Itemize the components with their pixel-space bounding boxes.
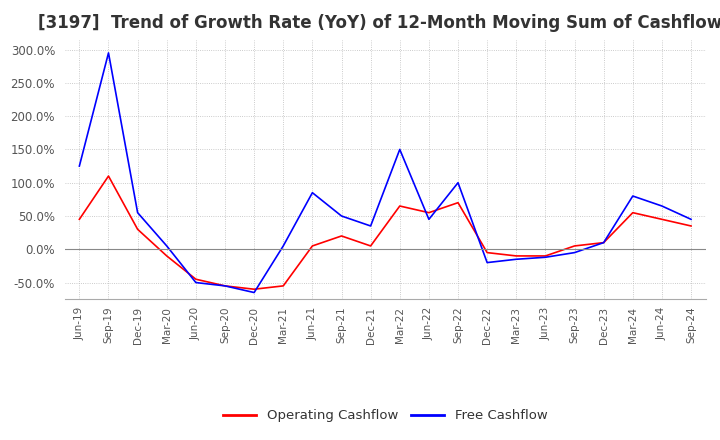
Operating Cashflow bbox=[133, 227, 142, 232]
Operating Cashflow bbox=[308, 243, 317, 249]
Free Cashflow bbox=[629, 194, 637, 199]
Free Cashflow bbox=[133, 210, 142, 215]
Operating Cashflow bbox=[163, 253, 171, 259]
Operating Cashflow bbox=[570, 243, 579, 249]
Free Cashflow bbox=[279, 243, 287, 249]
Operating Cashflow bbox=[337, 233, 346, 238]
Operating Cashflow bbox=[279, 283, 287, 289]
Line: Operating Cashflow: Operating Cashflow bbox=[79, 176, 691, 289]
Legend: Operating Cashflow, Free Cashflow: Operating Cashflow, Free Cashflow bbox=[217, 404, 553, 428]
Free Cashflow bbox=[425, 216, 433, 222]
Operating Cashflow bbox=[220, 283, 229, 289]
Free Cashflow bbox=[599, 240, 608, 245]
Free Cashflow bbox=[657, 203, 666, 209]
Operating Cashflow bbox=[366, 243, 375, 249]
Operating Cashflow bbox=[599, 240, 608, 245]
Free Cashflow bbox=[104, 50, 113, 55]
Operating Cashflow bbox=[541, 253, 550, 259]
Operating Cashflow bbox=[657, 216, 666, 222]
Operating Cashflow bbox=[395, 203, 404, 209]
Free Cashflow bbox=[163, 243, 171, 249]
Free Cashflow bbox=[192, 280, 200, 285]
Free Cashflow bbox=[250, 290, 258, 295]
Operating Cashflow bbox=[192, 277, 200, 282]
Free Cashflow bbox=[337, 213, 346, 219]
Free Cashflow bbox=[512, 257, 521, 262]
Operating Cashflow bbox=[454, 200, 462, 205]
Operating Cashflow bbox=[512, 253, 521, 259]
Title: [3197]  Trend of Growth Rate (YoY) of 12-Month Moving Sum of Cashflows: [3197] Trend of Growth Rate (YoY) of 12-… bbox=[38, 15, 720, 33]
Line: Free Cashflow: Free Cashflow bbox=[79, 53, 691, 293]
Operating Cashflow bbox=[687, 224, 696, 229]
Free Cashflow bbox=[75, 163, 84, 169]
Free Cashflow bbox=[454, 180, 462, 185]
Operating Cashflow bbox=[483, 250, 492, 255]
Free Cashflow bbox=[687, 216, 696, 222]
Free Cashflow bbox=[395, 147, 404, 152]
Free Cashflow bbox=[570, 250, 579, 255]
Operating Cashflow bbox=[629, 210, 637, 215]
Free Cashflow bbox=[541, 255, 550, 260]
Operating Cashflow bbox=[75, 216, 84, 222]
Free Cashflow bbox=[483, 260, 492, 265]
Free Cashflow bbox=[220, 283, 229, 289]
Operating Cashflow bbox=[250, 286, 258, 292]
Free Cashflow bbox=[366, 224, 375, 229]
Operating Cashflow bbox=[425, 210, 433, 215]
Operating Cashflow bbox=[104, 173, 113, 179]
Free Cashflow bbox=[308, 190, 317, 195]
